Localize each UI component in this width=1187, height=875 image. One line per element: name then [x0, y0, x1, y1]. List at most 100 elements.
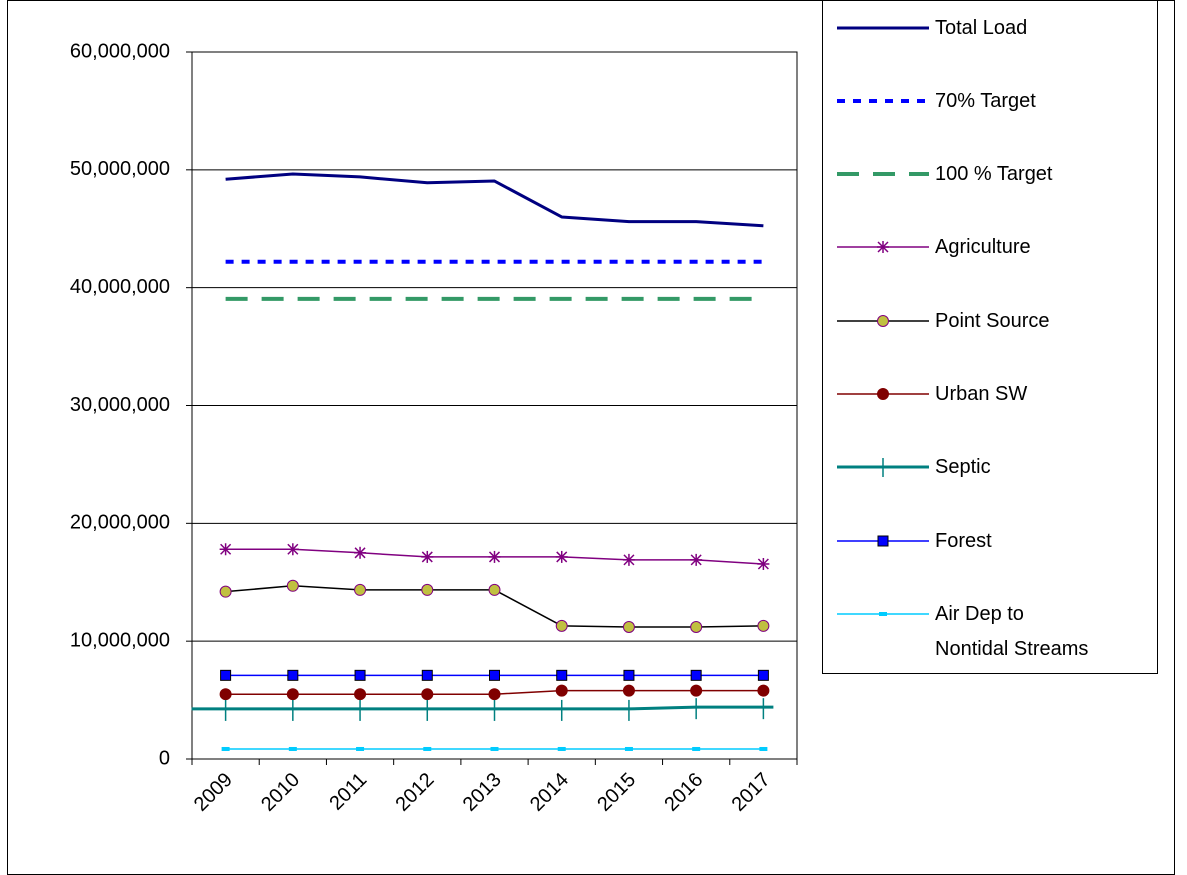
marker: [622, 621, 635, 634]
marker-square: [757, 669, 769, 681]
y-tick-label: 30,000,000: [70, 394, 170, 416]
marker-dot: [488, 688, 501, 701]
x-tick-label: 2015: [593, 769, 640, 816]
marker-square: [877, 535, 889, 547]
marker-dot: [354, 688, 367, 701]
legend-label: Septic: [935, 456, 991, 479]
marker-stroke: [757, 558, 769, 570]
marker: [287, 669, 299, 681]
legend-entry: Point Source: [835, 304, 1095, 339]
marker: [690, 553, 703, 566]
marker-dot: [555, 684, 568, 697]
x-tick-label: 2010: [257, 769, 304, 816]
legend-swatch: [837, 458, 929, 478]
legend-entry: Forest: [835, 524, 1095, 559]
marker: [555, 684, 568, 697]
marker-square: [489, 669, 500, 681]
marker: [421, 669, 433, 681]
marker-stroke: [877, 241, 889, 253]
marker: [488, 583, 501, 596]
legend-swatch: [837, 314, 929, 327]
legend-label: Air Dep to Nontidal Streams: [935, 602, 1089, 660]
marker-square: [354, 669, 366, 681]
marker-stroke: [354, 547, 366, 559]
marker-stroke: [220, 543, 232, 555]
marker: [286, 579, 299, 592]
marker-dot: [219, 688, 232, 701]
legend: Total Load 70% Target 100 % Target Agricult…: [822, 0, 1158, 674]
x-tick-label: 2016: [660, 769, 707, 816]
marker: [757, 684, 770, 697]
marker: [757, 557, 770, 570]
y-tick-label: 20,000,000: [70, 512, 170, 534]
marker: [355, 699, 366, 721]
marker: [421, 688, 434, 701]
y-tick-label: 40,000,000: [70, 276, 170, 298]
legend-entry: 70% Target: [835, 84, 1095, 119]
marker-dot: [877, 388, 889, 400]
marker: [219, 688, 232, 701]
marker-dot: [690, 621, 703, 634]
marker: [219, 585, 232, 598]
legend-label: Total Load: [935, 16, 1028, 39]
marker: [877, 241, 889, 254]
marker: [421, 583, 434, 596]
legend-swatch: [837, 535, 929, 547]
legend-entry: Agriculture: [835, 230, 1095, 265]
x-tick-label: 2014: [526, 769, 573, 816]
marker: [758, 698, 769, 720]
legend-entry: Total Load: [835, 11, 1095, 46]
legend-entry: 100 % Target: [835, 157, 1095, 192]
marker-dot: [622, 684, 635, 697]
legend-swatch: [837, 241, 929, 254]
legend-swatch: [837, 26, 929, 29]
marker-dot: [555, 619, 568, 632]
legend-swatch: [837, 388, 929, 400]
legend-label: Point Source: [935, 309, 1050, 332]
marker: [877, 388, 889, 400]
marker-stroke: [488, 551, 501, 563]
legend-label: Agriculture: [935, 236, 1031, 259]
marker: [489, 699, 500, 721]
marker-square: [220, 669, 232, 681]
marker-stroke: [421, 551, 433, 563]
marker: [877, 314, 889, 327]
legend-swatch: [837, 98, 929, 103]
marker: [556, 669, 568, 681]
legend-swatch: [837, 611, 929, 616]
marker: [354, 688, 367, 701]
x-tick-label: 2012: [392, 769, 439, 816]
marker-dot: [622, 621, 635, 634]
marker: [691, 698, 702, 720]
marker: [354, 583, 367, 596]
y-tick-label: 60,000,000: [70, 40, 170, 62]
y-tick-label: 10,000,000: [70, 629, 170, 651]
legend-entry: Urban SW: [835, 377, 1095, 412]
marker: [690, 669, 702, 681]
marker: [757, 619, 770, 632]
marker: [489, 669, 500, 681]
marker: [555, 550, 568, 563]
marker-square: [690, 669, 702, 681]
series-line: [191, 705, 774, 711]
marker: [287, 699, 298, 721]
marker-square: [421, 669, 433, 681]
marker: [622, 684, 635, 697]
marker: [623, 699, 634, 721]
marker: [877, 535, 889, 547]
marker-dot: [421, 688, 434, 701]
legend-label: Forest: [935, 529, 992, 552]
marker: [220, 669, 232, 681]
marker: [488, 550, 501, 563]
marker: [690, 621, 703, 634]
marker-dot: [690, 684, 703, 697]
marker-dot: [354, 583, 367, 596]
marker-dot: [488, 583, 501, 596]
marker: [422, 699, 433, 721]
marker: [286, 543, 299, 556]
marker: [556, 699, 567, 721]
series-line: [225, 172, 764, 228]
marker-stroke: [556, 551, 568, 563]
